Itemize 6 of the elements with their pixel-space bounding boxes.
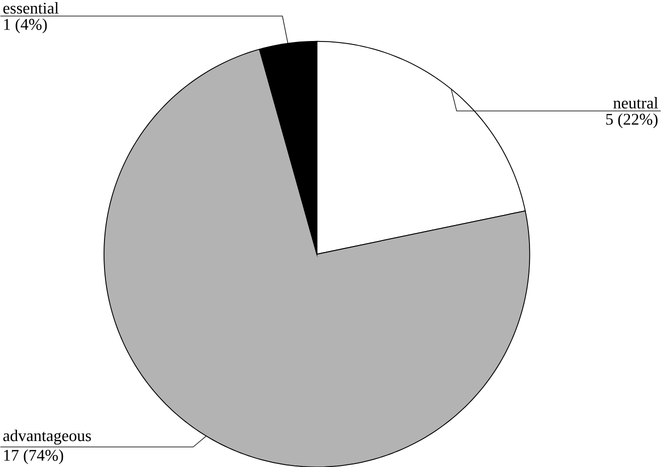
- data-label: 17 (74%): [4, 449, 64, 464]
- slice-label: neutral: [613, 96, 658, 108]
- slice-label: advantageous: [3, 430, 91, 444]
- data-label: 5 (22%): [606, 113, 658, 128]
- data-label: 1 (4%): [4, 18, 47, 34]
- slice-label: essential: [3, 2, 59, 14]
